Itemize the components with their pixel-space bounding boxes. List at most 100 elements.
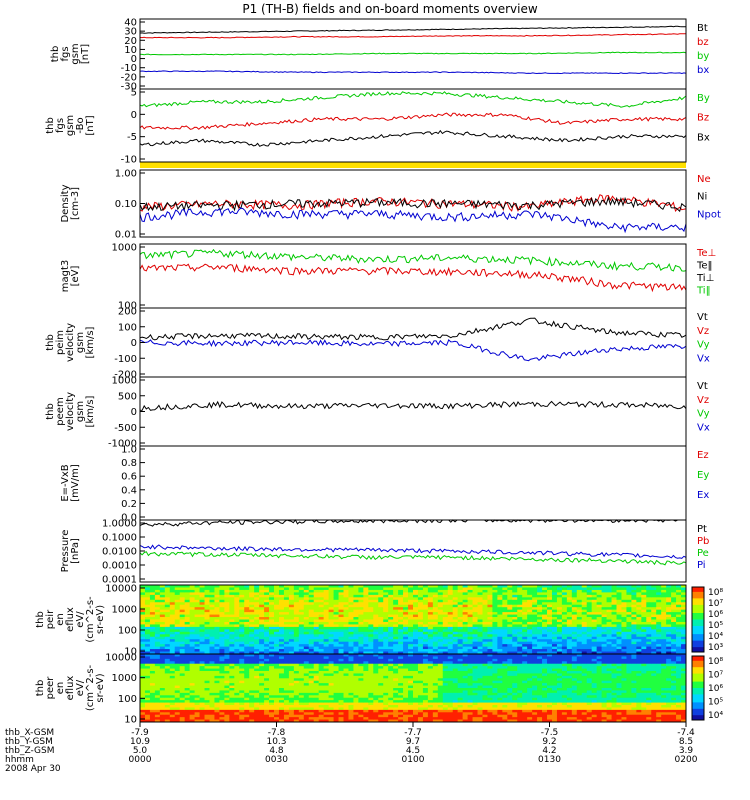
- spectrogram-cell: [497, 589, 503, 593]
- spectrogram-cell: [403, 692, 409, 696]
- spectrogram-cell: [383, 644, 389, 647]
- spectrogram-cell: [671, 612, 677, 615]
- spectrogram-cell: [457, 612, 464, 615]
- spectrogram-cell: [164, 626, 171, 630]
- spectrogram-cell: [293, 661, 300, 665]
- spectrogram-cell: [234, 617, 240, 620]
- spectrogram-cell: [373, 589, 379, 593]
- spectrogram-cell: [408, 609, 414, 613]
- spectrogram-cell: [358, 629, 364, 633]
- colorbar-segment: [692, 624, 704, 627]
- spectrogram-cell: [408, 705, 414, 708]
- spectrogram-cell: [383, 714, 389, 718]
- spectrogram-cell: [179, 626, 186, 630]
- spectrogram-cell: [264, 644, 270, 647]
- colorbar-segment: [692, 635, 704, 638]
- spectrogram-cell: [149, 649, 156, 652]
- spectrogram-cell: [532, 631, 538, 635]
- spectrogram-cell: [408, 597, 414, 601]
- spectrogram-cell: [472, 621, 478, 625]
- spectrogram-cell: [601, 607, 607, 611]
- spectrogram-cell: [368, 690, 374, 694]
- spectrogram-cell: [596, 651, 603, 655]
- spectrogram-cell: [224, 644, 230, 647]
- spectrogram-cell: [671, 597, 677, 601]
- spectrogram-cell: [288, 712, 295, 716]
- spectrogram-cell: [219, 663, 225, 667]
- spectrogram-cell: [566, 621, 573, 625]
- spectrogram-cell: [636, 617, 642, 620]
- spectrogram-cell: [254, 617, 260, 620]
- spectrogram-cell: [209, 607, 215, 611]
- spectrogram-cell: [641, 599, 647, 603]
- spectrogram-cell: [348, 702, 354, 706]
- spectrogram-cell: [487, 589, 493, 593]
- spectrogram-cell: [259, 621, 265, 625]
- spectrogram-cell: [219, 671, 225, 674]
- spectrogram-cell: [338, 680, 344, 684]
- spectrogram-cell: [556, 639, 563, 643]
- spectrogram-cell: [487, 651, 493, 655]
- spectrogram-cell: [656, 619, 662, 623]
- spectrogram-cell: [676, 624, 682, 628]
- spectrogram-cell: [209, 678, 215, 682]
- spectrogram-cell: [144, 717, 151, 720]
- spectrogram-cell: [442, 649, 449, 652]
- spectrogram-cell: [254, 709, 260, 713]
- spectrogram-cell: [452, 587, 459, 591]
- spectrogram-cell: [308, 654, 315, 657]
- spectrogram-cell: [417, 629, 424, 633]
- spectrogram-cell: [278, 668, 285, 672]
- spectrogram-cell: [264, 702, 270, 706]
- spectrogram-cell: [661, 585, 667, 588]
- spectrogram-cell: [368, 604, 374, 608]
- spectrogram-cell: [492, 624, 498, 628]
- spectrogram-cell: [244, 695, 250, 699]
- y-axis-label-line: peir: [45, 609, 56, 629]
- spectrogram-cell: [561, 592, 568, 596]
- spectrogram-cell: [149, 639, 156, 643]
- spectrogram-cell: [274, 597, 280, 601]
- spectrogram-cell: [149, 609, 156, 613]
- spectrogram-cell: [149, 651, 156, 655]
- spectrogram-cell: [571, 587, 578, 591]
- spectrogram-cell: [219, 697, 225, 701]
- spectrogram-cell: [209, 602, 215, 606]
- spectrogram-cell: [422, 602, 429, 606]
- spectrogram-cell: [303, 587, 310, 591]
- spectrogram-cell: [666, 626, 672, 630]
- spectrogram-cell: [601, 602, 607, 606]
- spectrogram-cell: [413, 585, 419, 588]
- spectrogram-cell: [432, 678, 439, 682]
- spectrogram-cell: [288, 607, 295, 611]
- spectrogram-cell: [457, 621, 464, 625]
- spectrogram-cell: [388, 658, 394, 662]
- spectrogram-cell: [199, 697, 205, 701]
- spectrogram-cell: [274, 607, 280, 611]
- spectrogram-cell: [393, 634, 399, 638]
- spectrogram-cell: [179, 658, 186, 662]
- spectrogram-cell: [457, 592, 464, 596]
- spectrogram-cell: [244, 624, 250, 628]
- spectrogram-cell: [388, 621, 394, 625]
- spectrogram-cell: [343, 636, 349, 640]
- spectrogram-cell: [259, 585, 265, 588]
- spectrogram-cell: [358, 668, 364, 672]
- spectrogram-cell: [561, 651, 568, 655]
- spectrogram-cell: [413, 604, 419, 608]
- spectrogram-cell: [363, 629, 369, 633]
- spectrogram-cell: [388, 683, 394, 686]
- spectrogram-cell: [398, 607, 404, 611]
- spectrogram-cell: [278, 690, 285, 694]
- spectrogram-cell: [174, 700, 181, 703]
- spectrogram-cell: [333, 680, 339, 684]
- spectrogram-cell: [547, 644, 553, 647]
- spectrogram-cell: [591, 602, 598, 606]
- spectrogram-cell: [383, 589, 389, 593]
- spectrogram-cell: [149, 695, 156, 699]
- spectrogram-cell: [244, 619, 250, 623]
- spectrogram-cell: [398, 614, 404, 618]
- spectrogram-cell: [532, 634, 538, 638]
- spectrogram-cell: [264, 697, 270, 701]
- spectrogram-cell: [298, 709, 305, 713]
